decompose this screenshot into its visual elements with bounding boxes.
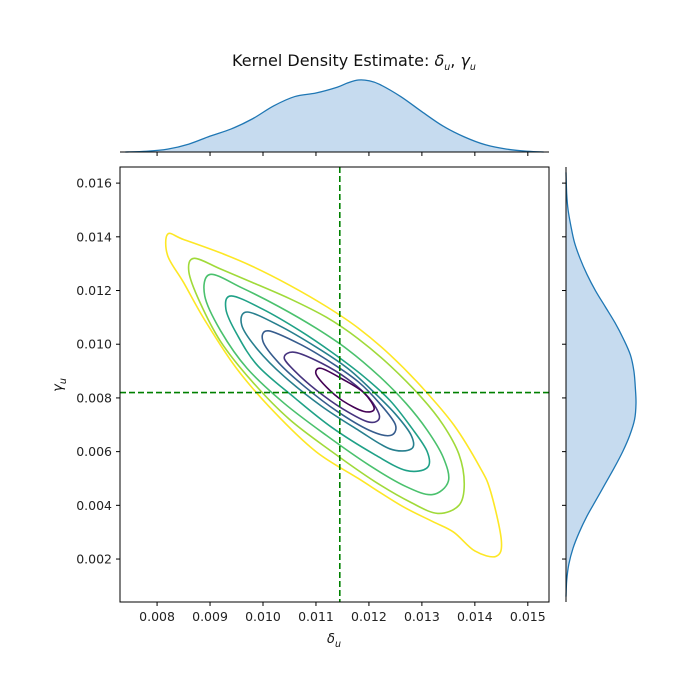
contour-level-1 [164, 232, 503, 558]
kde-contours [164, 232, 503, 558]
contour-level-8 [314, 367, 376, 413]
y-tick-label-6: 0.014 [76, 229, 112, 244]
y-axis-ticks: 0.002 0.004 0.006 0.008 0.010 0.012 0.014 0.016 [76, 176, 120, 567]
marginal-y-curve [565, 172, 637, 597]
y-axis-label: γu [51, 378, 69, 392]
y-tick-label-4: 0.010 [76, 337, 112, 352]
contour-level-6 [261, 329, 397, 437]
x-axis-label: δu [327, 632, 341, 650]
x-tick-label-3: 0.011 [298, 609, 334, 624]
marginal-x-ticks [156, 152, 529, 156]
marginal-y-density [565, 172, 637, 597]
x-axis-ticks: 0.008 0.009 0.010 0.011 0.012 0.013 0.014 0.015 [139, 602, 546, 624]
marginal-y-ticks [562, 182, 566, 560]
contour-level-3 [203, 273, 450, 496]
y-tick-label-1: 0.004 [76, 498, 112, 513]
y-tick-label-0: 0.002 [76, 552, 112, 567]
x-tick-label-0: 0.008 [139, 609, 175, 624]
plot-frame [119, 166, 550, 603]
x-tick-label-7: 0.015 [510, 609, 546, 624]
contour-level-4 [224, 295, 431, 473]
y-tick-label-5: 0.012 [76, 283, 112, 298]
reference-lines [120, 167, 549, 602]
marginal-y-fill [566, 172, 637, 597]
x-tick-label-6: 0.014 [457, 609, 493, 624]
y-tick-label-7: 0.016 [76, 176, 112, 191]
marginal-x-density [125, 79, 544, 153]
x-tick-label-1: 0.009 [192, 609, 228, 624]
chart-title: Kernel Density Estimate: δu, γu [232, 51, 476, 73]
y-tick-label-3: 0.008 [76, 390, 112, 405]
x-tick-label-4: 0.012 [351, 609, 387, 624]
contour-level-2 [187, 257, 466, 515]
contour-level-5 [240, 311, 415, 452]
marginal-x-fill [125, 79, 544, 152]
x-tick-label-5: 0.013 [404, 609, 440, 624]
y-tick-label-2: 0.006 [76, 444, 112, 459]
marginal-x-curve [125, 79, 544, 153]
x-tick-label-2: 0.010 [245, 609, 281, 624]
